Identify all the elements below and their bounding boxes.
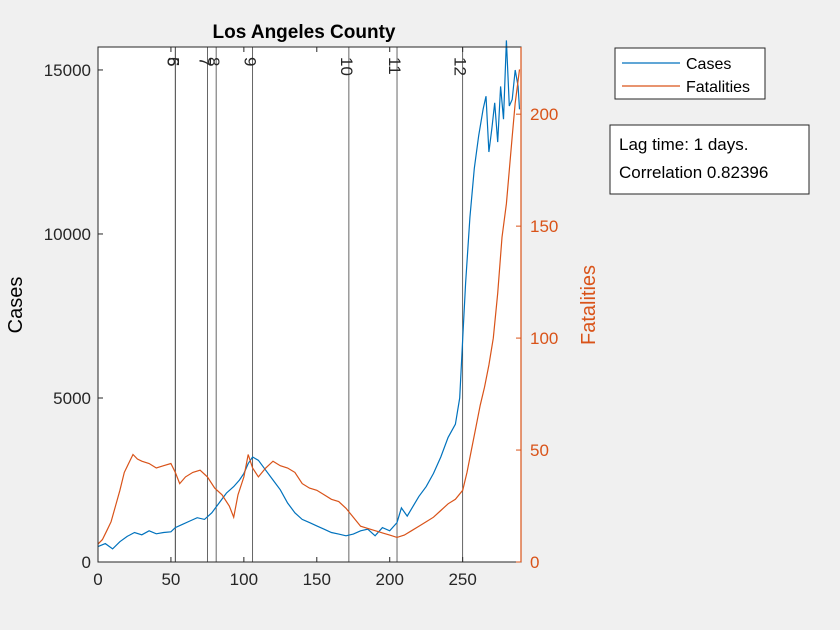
vertical-markers: 56 78 9 10 11 12 — [163, 47, 470, 562]
cases-series-line — [97, 40, 521, 550]
y-left-tick-label: 0 — [82, 553, 91, 572]
y-left-axis-label: Cases — [5, 277, 27, 334]
vertical-marker-label: 8 — [204, 57, 223, 66]
y-right-axis-ticks: 0 50 100 150 200 — [516, 47, 558, 572]
y-left-tick-label: 15000 — [44, 61, 91, 80]
y-right-tick-label: 100 — [530, 329, 558, 348]
y-right-tick-label: 50 — [530, 441, 549, 460]
annotation-box: Lag time: 1 days. Correlation 0.82396 — [609, 124, 810, 195]
x-tick-label: 250 — [448, 570, 476, 589]
legend-fatalities-label: Fatalities — [686, 79, 750, 96]
series-layer — [97, 40, 521, 550]
vertical-marker-label: 12 — [451, 57, 470, 76]
legend-box — [614, 47, 766, 100]
x-axis-ticks: 0 50 100 150 200 250 — [93, 47, 477, 589]
annotation-frame — [609, 124, 810, 195]
vertical-marker-label: 7 — [195, 57, 214, 66]
legend-cases-label: Cases — [686, 56, 731, 73]
vertical-marker-label: 6 — [163, 57, 182, 66]
annotation-lag-time: Lag time: 1 days. — [619, 135, 748, 154]
x-tick-label: 50 — [161, 570, 180, 589]
y-right-tick-label: 0 — [530, 553, 539, 572]
annotation-correlation: Correlation 0.82396 — [619, 163, 768, 182]
vertical-marker-label: 5 — [163, 57, 182, 66]
x-tick-label: 0 — [93, 570, 102, 589]
vertical-marker-label: 10 — [337, 57, 356, 76]
y-right-axis-label: Fatalities — [578, 265, 600, 345]
y-right-tick-label: 150 — [530, 217, 558, 236]
y-left-tick-label: 10000 — [44, 225, 91, 244]
plot-background — [98, 47, 521, 562]
x-tick-label: 100 — [230, 570, 258, 589]
fatalities-series-line — [97, 69, 521, 545]
legend: Cases Fatalities — [614, 47, 766, 100]
y-right-tick-label: 200 — [530, 105, 558, 124]
vertical-marker-label: 11 — [385, 57, 404, 75]
y-left-axis-ticks: 0 5000 10000 15000 — [44, 61, 103, 572]
x-tick-label: 200 — [376, 570, 404, 589]
y-left-tick-label: 5000 — [53, 389, 91, 408]
vertical-marker-label: 9 — [241, 57, 260, 66]
chart-title: Los Angeles County — [213, 22, 396, 43]
x-tick-label: 150 — [303, 570, 331, 589]
